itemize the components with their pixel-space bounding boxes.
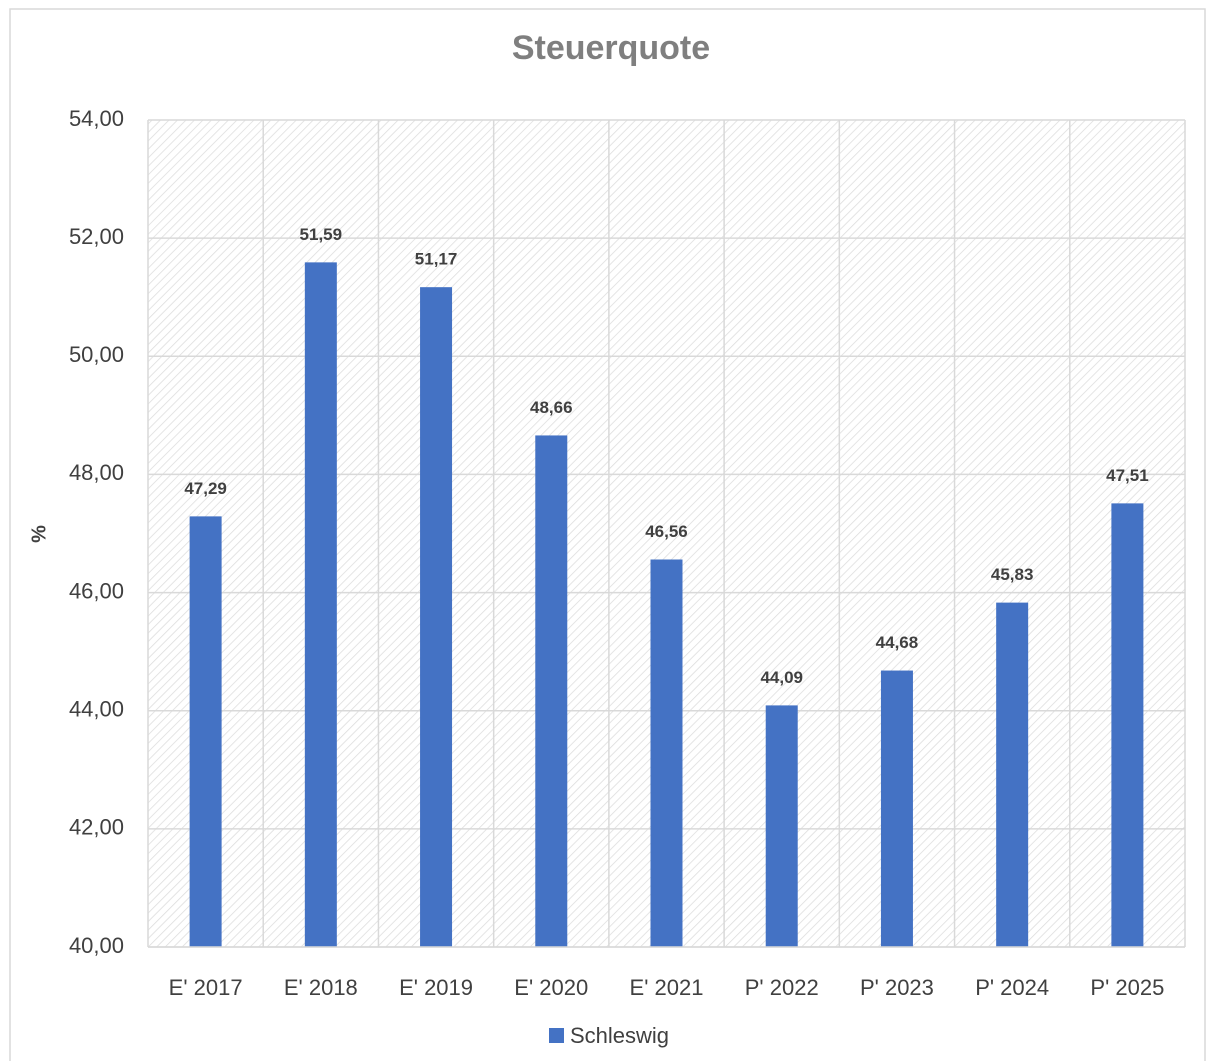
x-tick-label: E' 2018 bbox=[284, 975, 358, 1000]
data-label: 47,51 bbox=[1106, 466, 1149, 485]
x-tick-label: E' 2020 bbox=[514, 975, 588, 1000]
data-label: 44,09 bbox=[760, 668, 803, 687]
bar bbox=[420, 287, 453, 948]
legend-label: Schleswig bbox=[570, 1023, 669, 1048]
y-tick-label: 46,00 bbox=[69, 578, 124, 603]
y-axis-label: % bbox=[28, 525, 50, 543]
y-tick-label: 52,00 bbox=[69, 224, 124, 249]
y-tick-label: 40,00 bbox=[69, 933, 124, 958]
chart-border bbox=[9, 8, 1206, 1061]
bar bbox=[880, 670, 913, 947]
x-tick-label: P' 2023 bbox=[860, 975, 934, 1000]
data-label: 47,29 bbox=[184, 479, 227, 498]
data-label: 44,68 bbox=[876, 633, 919, 652]
x-tick-label: P' 2024 bbox=[975, 975, 1049, 1000]
data-label: 51,59 bbox=[300, 225, 343, 244]
x-tick-label: P' 2025 bbox=[1090, 975, 1164, 1000]
chart-title: Steuerquote bbox=[512, 29, 710, 67]
x-tick-label: E' 2019 bbox=[399, 975, 473, 1000]
bar bbox=[189, 516, 222, 947]
y-tick-label: 42,00 bbox=[69, 815, 124, 840]
legend-swatch bbox=[549, 1028, 564, 1043]
x-tick-label: P' 2022 bbox=[745, 975, 819, 1000]
data-label: 46,56 bbox=[645, 522, 688, 541]
data-label: 45,83 bbox=[991, 565, 1034, 584]
bar bbox=[304, 262, 337, 947]
bar bbox=[765, 705, 798, 947]
data-label: 51,17 bbox=[415, 250, 458, 269]
y-tick-label: 54,00 bbox=[69, 106, 124, 131]
x-tick-label: E' 2017 bbox=[169, 975, 243, 1000]
y-tick-label: 48,00 bbox=[69, 460, 124, 485]
y-tick-label: 44,00 bbox=[69, 697, 124, 722]
y-tick-label: 50,00 bbox=[69, 342, 124, 367]
bar bbox=[650, 559, 683, 947]
bar bbox=[1111, 503, 1144, 947]
x-tick-label: E' 2021 bbox=[630, 975, 704, 1000]
data-label: 48,66 bbox=[530, 398, 573, 417]
bar bbox=[996, 602, 1029, 947]
bar bbox=[535, 435, 568, 947]
